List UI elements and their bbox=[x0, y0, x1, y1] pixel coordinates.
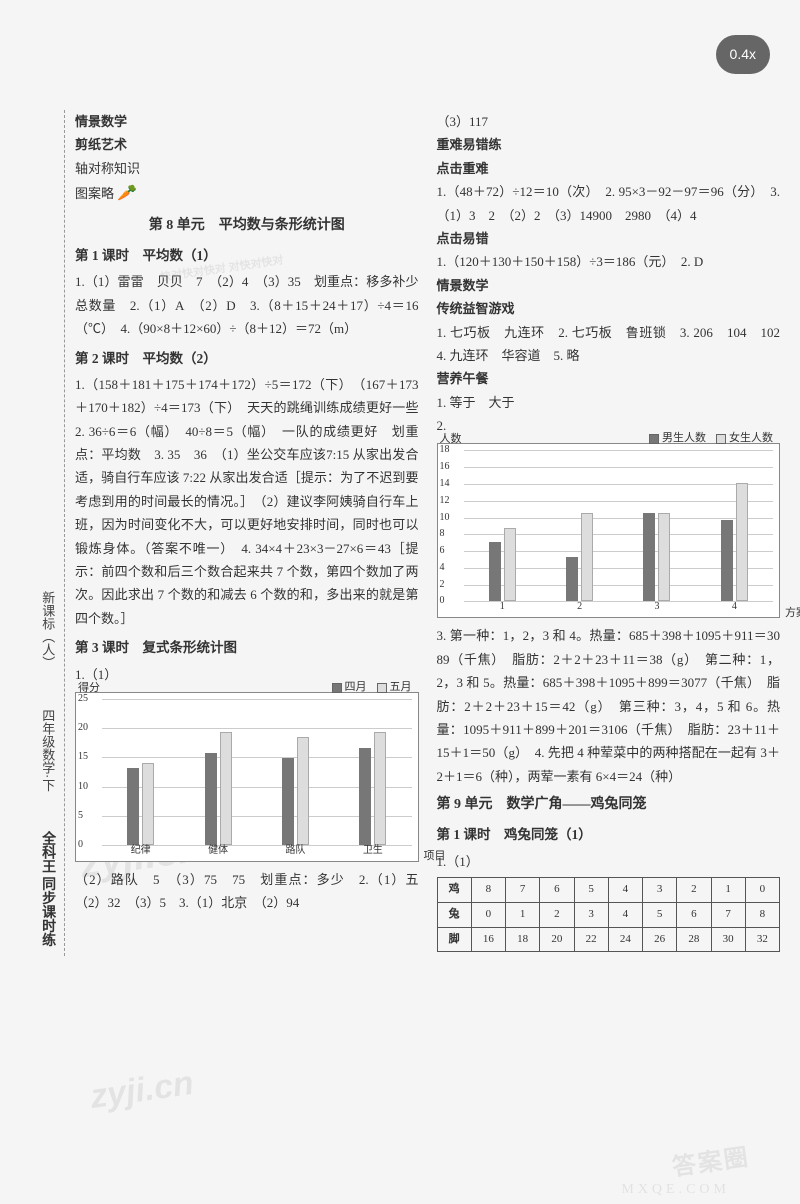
lesson1-title: 第 1 课时 平均数（1） bbox=[75, 244, 419, 268]
lesson2-body: 1.（158＋181＋175＋174＋172）÷5＝172（下） （167＋17… bbox=[75, 373, 419, 630]
hard-sub2: 点击易错 bbox=[437, 227, 781, 250]
chart1-legend: 四月 五月 bbox=[332, 678, 412, 698]
side-grade: 四年级数学·下 bbox=[36, 709, 59, 791]
chart2-legend: 男生人数 女生人数 bbox=[649, 429, 773, 449]
chart1-xlabel: 项目 bbox=[424, 847, 446, 867]
side-standard: 新课标（人） bbox=[36, 591, 59, 669]
game-body: 1. 七巧板 九连环 2. 七巧板 鲁班锁 3. 206 104 102 4. … bbox=[437, 321, 781, 368]
side-series: 全科王 同步课时练 bbox=[35, 831, 60, 947]
unit8-title: 第 8 单元 平均数与条形统计图 bbox=[75, 213, 419, 238]
cut-line bbox=[64, 110, 65, 956]
chart2-xlabel: 方案 bbox=[785, 604, 800, 624]
lesson2-title: 第 2 课时 平均数（2） bbox=[75, 347, 419, 371]
game-title: 传统益智游戏 bbox=[437, 297, 781, 320]
hard-body1: 1.（48＋72）÷12＝10（次） 2. 95×3－92－97＝96（分） 3… bbox=[437, 180, 781, 227]
watermark-zyji-2: zyji.cn bbox=[86, 1053, 197, 1128]
watermark-mxqe: MXQE.COM bbox=[621, 1177, 730, 1202]
page: 新课标（人） 四年级数学·下 全科王 同步课时练 情景数学 剪纸艺术 轴对称知识… bbox=[0, 0, 800, 986]
chart1-plot: 0510152025纪律健体路队卫生 bbox=[102, 699, 412, 845]
chart-plans: 人数 方案 男生人数 女生人数 0246810121416181234 bbox=[437, 443, 781, 618]
lesson91-title: 第 1 课时 鸡兔同笼（1） bbox=[437, 823, 781, 847]
side-rail: 新课标（人） 四年级数学·下 全科王 同步课时练 bbox=[20, 110, 75, 956]
scenario2-title: 情景数学 bbox=[437, 274, 781, 297]
pattern-omit: 图案略 🥕 bbox=[75, 180, 419, 209]
content: 情景数学 剪纸艺术 轴对称知识 图案略 🥕 第 8 单元 平均数与条形统计图 第… bbox=[75, 110, 780, 956]
chart2-plot: 0246810121416181234 bbox=[464, 450, 774, 601]
sym-knowledge: 轴对称知识 bbox=[75, 157, 419, 180]
lesson1-body: 1.（1）雷雷 贝贝 7 （2）4 （3）35 划重点：移多补少 总数量 2.（… bbox=[75, 270, 419, 340]
lunch-p3: 3. 第一种：1，2，3 和 4。热量：685＋398＋1095＋911＝308… bbox=[437, 624, 781, 788]
scenario-title: 情景数学 bbox=[75, 110, 419, 133]
lesson91-p1: 1.（1） bbox=[437, 850, 781, 873]
unit9-title: 第 9 单元 数学广角——鸡兔同笼 bbox=[437, 792, 781, 817]
carrot-icon: 🥕 bbox=[117, 185, 137, 202]
column-left: 情景数学 剪纸艺术 轴对称知识 图案略 🥕 第 8 单元 平均数与条形统计图 第… bbox=[75, 110, 419, 956]
p-117: （3）117 bbox=[437, 110, 781, 133]
zoom-badge: 0.4x bbox=[716, 35, 770, 74]
hard-sub1: 点击重难 bbox=[437, 157, 781, 180]
lesson3-p2: （2）路队 5 （3）75 75 划重点：多少 2.（1）五 （2）32 （3）… bbox=[75, 868, 419, 915]
hard-body2: 1.（120＋130＋150＋158）÷3＝186（元） 2. D bbox=[437, 250, 781, 273]
lesson3-title: 第 3 课时 复式条形统计图 bbox=[75, 636, 419, 660]
lunch-title: 营养午餐 bbox=[437, 367, 781, 390]
hard-title: 重难易错练 bbox=[437, 133, 781, 156]
chicken-rabbit-table: 鸡876543210兔012345678脚161820222426283032 bbox=[437, 877, 781, 952]
column-right: （3）117 重难易错练 点击重难 1.（48＋72）÷12＝10（次） 2. … bbox=[437, 110, 781, 956]
paper-art: 剪纸艺术 bbox=[75, 133, 419, 156]
chart-scores: 得分 项目 四月 五月 0510152025纪律健体路队卫生 bbox=[75, 692, 419, 862]
lunch-p1: 1. 等于 大于 bbox=[437, 391, 781, 414]
